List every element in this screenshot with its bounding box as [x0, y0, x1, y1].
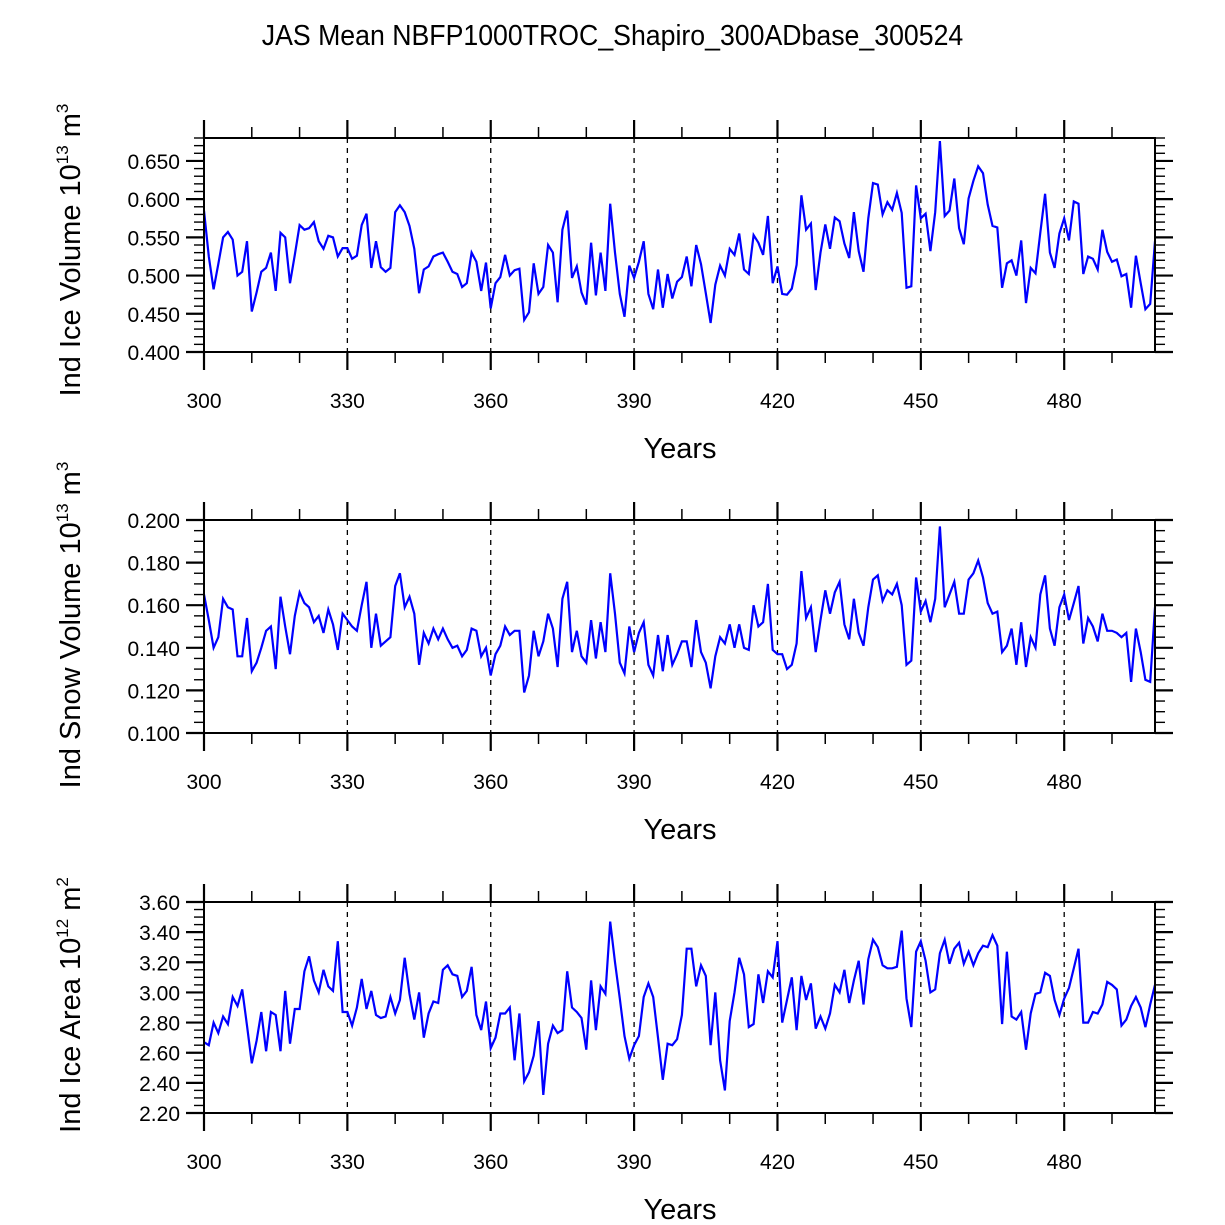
y-label-unit: m	[55, 471, 87, 503]
x-tick-label: 420	[760, 390, 795, 413]
y-label-exponent: 13	[53, 503, 72, 522]
y-tick-label: 3.60	[139, 892, 180, 915]
plot-frame	[203, 519, 1156, 734]
x-tick-label: 330	[330, 1151, 365, 1174]
plot-frame	[203, 901, 1156, 1114]
x-axis-title: Years	[643, 1194, 716, 1225]
x-tick-label: 330	[330, 771, 365, 794]
y-tick-label: 0.500	[127, 266, 180, 289]
y-tick-label: 2.20	[139, 1103, 180, 1126]
x-axis-title: Years	[643, 433, 716, 465]
y-tick-label: 0.180	[127, 553, 180, 576]
x-tick-label: 300	[186, 1151, 221, 1174]
y-axis-title: Ind Snow Volume 1013 m3	[53, 462, 87, 789]
y-label-exponent: 12	[53, 919, 72, 938]
y-tick-label: 2.60	[139, 1043, 180, 1066]
x-axis-title: Years	[643, 814, 716, 846]
y-tick-label: 0.100	[127, 723, 180, 746]
data-series-line	[202, 141, 1157, 324]
y-tick-label: 0.550	[127, 227, 180, 250]
x-tick-label: 300	[186, 390, 221, 413]
y-tick-label: 3.40	[139, 922, 180, 945]
chart-title: JAS Mean NBFP1000TROC_Shapiro_300ADbase_…	[261, 20, 964, 52]
x-tick-label: 300	[186, 771, 221, 794]
x-tick-label: 450	[903, 771, 938, 794]
x-tick-label: 390	[617, 1151, 652, 1174]
x-tick-label: 420	[760, 1151, 795, 1174]
y-tick-label: 0.650	[127, 151, 180, 174]
x-tick-label: 360	[473, 390, 508, 413]
x-tick-label: 360	[473, 1151, 508, 1174]
x-tick-label: 330	[330, 390, 365, 413]
y-tick-label: 0.160	[127, 595, 180, 618]
x-tick-label: 480	[1047, 771, 1082, 794]
y-tick-label: 2.40	[139, 1073, 180, 1096]
y-tick-label: 0.200	[127, 510, 180, 533]
y-label-unit: m	[55, 887, 87, 919]
y-label-unit-exponent: 2	[53, 877, 72, 886]
y-label-text: Ind Snow Volume 10	[55, 522, 87, 788]
x-tick-label: 450	[903, 1151, 938, 1174]
y-tick-label: 3.20	[139, 952, 180, 975]
panel-2: 300 330 360 390 420 450 480 Years 0.100 0.120 0.14…	[53, 462, 1173, 846]
panel-1: 300 330 360 390 420 450 480 Years 0.400 0.450 0.50…	[53, 104, 1173, 465]
x-tick-label: 450	[903, 390, 938, 413]
x-tick-label: 360	[473, 771, 508, 794]
y-tick-label: 0.140	[127, 638, 180, 661]
plot-frame	[203, 137, 1156, 353]
x-tick-label: 390	[617, 390, 652, 413]
y-tick-label: 2.80	[139, 1013, 180, 1036]
y-label-unit: m	[55, 113, 87, 145]
x-tick-label: 420	[760, 771, 795, 794]
y-tick-label: 0.400	[127, 342, 180, 365]
y-axis-title: Ind Ice Area 1012 m2	[53, 877, 87, 1133]
data-series-line	[202, 526, 1157, 693]
y-label-text: Ind Ice Area 10	[55, 938, 87, 1133]
y-axis-title: Ind Ice Volume 1013 m3	[53, 104, 87, 397]
y-tick-label: 3.00	[139, 982, 180, 1005]
panel-3: 300 330 360 390 420 450 480 Years 2.20 2.40 2.60 2.…	[53, 877, 1173, 1225]
y-label-exponent: 13	[53, 145, 72, 164]
y-tick-label: 0.120	[127, 680, 180, 703]
y-label-text: Ind Ice Volume 10	[55, 164, 87, 396]
y-tick-label: 0.450	[127, 304, 180, 327]
y-label-unit-exponent: 3	[53, 104, 72, 113]
y-label-unit-exponent: 3	[53, 462, 72, 471]
x-tick-label: 480	[1047, 390, 1082, 413]
y-tick-label: 0.600	[127, 189, 180, 212]
x-tick-label: 390	[617, 771, 652, 794]
data-series-line	[203, 921, 1157, 1096]
x-tick-label: 480	[1047, 1151, 1082, 1174]
